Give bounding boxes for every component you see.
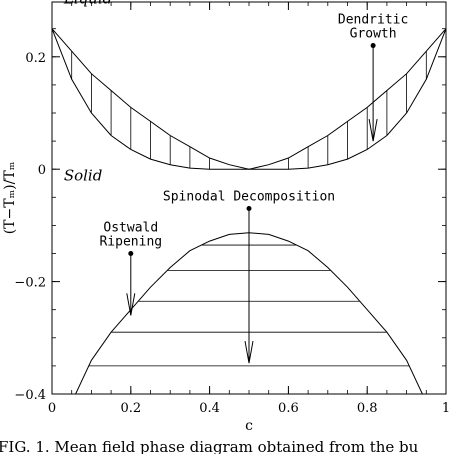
y-tick-label: −0.2 (14, 276, 46, 291)
text-layer: 0 0.2 0.4 0.6 0.8 1 −0.4 −0.2 0 0.2 c (T−Tₘ)/Tₘ Liqu… (2, 0, 450, 434)
ostwald-ripening-label: Ripening (99, 234, 162, 249)
y-tick-label: 0 (38, 163, 46, 178)
region-label-liquid: Liquid (63, 0, 112, 7)
ostwald-ripening-label: Ostwald (103, 220, 158, 235)
x-tick-label: 0 (48, 401, 56, 416)
solidus-curve (51, 28, 447, 170)
ostwald-ripening-arrow-head (126, 293, 136, 316)
y-tick-label: −0.4 (14, 388, 46, 403)
x-tick-label: 0.8 (357, 401, 378, 416)
x-tick-label: 0.2 (120, 401, 141, 416)
region-label-solid: Solid (64, 166, 103, 184)
plot-area (51, 1, 447, 395)
spinodal-decomposition-label: Spinodal Decomposition (163, 190, 335, 205)
y-tick-label: 0.2 (25, 51, 46, 66)
dendritic-growth-label: Growth (350, 27, 397, 42)
dendritic-growth-arrow-head (368, 119, 378, 142)
x-tick-label: 1 (442, 401, 450, 416)
x-tick-label: 0.4 (199, 401, 220, 416)
dendritic-growth-label: Dendritic (338, 13, 408, 28)
y-axis-label: (T−Tₘ)/Tₘ (2, 161, 18, 234)
x-axis-label: c (245, 418, 253, 434)
x-tick-label: 0.6 (278, 401, 299, 416)
figure-caption: FIG. 1. Mean field phase diagram obtaine… (0, 438, 419, 454)
spinodal-decomposition-arrow-head (244, 341, 254, 364)
